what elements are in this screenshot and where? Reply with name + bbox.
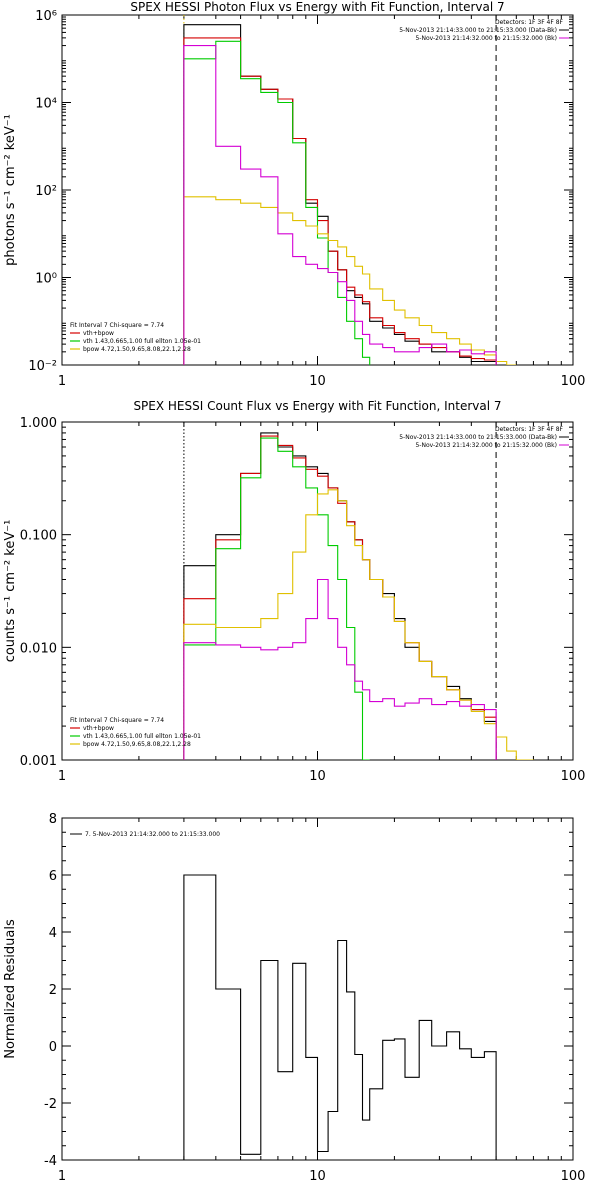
y-tick-label: -2 bbox=[44, 1097, 57, 1112]
legend-entry: bpow 4.72,1.50,9.65,8.08,22.1,2.28 bbox=[83, 346, 191, 353]
y-tick-label: 10² bbox=[35, 184, 57, 199]
residuals-legend: 7. 5-Nov-2013 21:14:32.000 to 21:15:33.0… bbox=[85, 831, 220, 838]
y-tick-label: 0.100 bbox=[20, 529, 57, 544]
series-line-0 bbox=[183, 432, 497, 760]
x-tick-label: 100 bbox=[561, 374, 586, 389]
series-group bbox=[183, 432, 549, 760]
series-line-3 bbox=[183, 489, 549, 760]
legend-entry: vth+bpow bbox=[83, 330, 114, 337]
series-line-1 bbox=[183, 435, 497, 760]
legend-interval-text: 5-Nov-2013 21:14:32.000 to 21:15:32.000 … bbox=[415, 442, 557, 449]
series-group bbox=[183, 874, 497, 1160]
series-line-2 bbox=[183, 40, 371, 365]
y-tick-label: 10⁻² bbox=[28, 359, 57, 374]
x-tick-label: 1 bbox=[58, 1169, 66, 1184]
chart-title: SPEX HESSI Count Flux vs Energy with Fit… bbox=[133, 399, 501, 413]
y-tick-label: 0.010 bbox=[20, 641, 57, 656]
y-tick-label: -4 bbox=[44, 1154, 57, 1169]
legend-interval-text: 5-Nov-2013 21:14:33.000 to 21:15:33.000 … bbox=[399, 434, 557, 441]
residuals-panel: 1 10 100 -4 -2 0 2 4 6 8 Normalized Residuals 7. 5-… bbox=[3, 812, 585, 1184]
fit-summary: Fit Interval 7 Chi-square = 7.74 bbox=[70, 717, 164, 724]
series-line-3 bbox=[183, 196, 517, 365]
series-line-0 bbox=[183, 24, 497, 365]
chart-title: SPEX HESSI Photon Flux vs Energy with Fi… bbox=[130, 0, 504, 14]
detectors-label: Detectors: 1F 3F 4F 8F bbox=[495, 426, 564, 433]
fit-summary: Fit Interval 7 Chi-square = 7.74 bbox=[70, 322, 164, 329]
photon-flux-panel: SPEX HESSI Photon Flux vs Energy with Fi… bbox=[3, 0, 585, 389]
series-line-1 bbox=[183, 37, 497, 365]
x-tick-label: 100 bbox=[561, 1169, 586, 1184]
count-flux-panel: SPEX HESSI Count Flux vs Energy with Fit… bbox=[3, 399, 585, 784]
y-tick-label: 4 bbox=[49, 926, 57, 941]
y-tick-label: 1.000 bbox=[20, 416, 57, 431]
y-tick-label: 8 bbox=[49, 812, 57, 827]
y-axis-label: photons s⁻¹ cm⁻² keV⁻¹ bbox=[3, 114, 18, 266]
legend-entry: vth+bpow bbox=[83, 725, 114, 732]
series-line-4 bbox=[183, 45, 497, 365]
y-tick-label: 10⁴ bbox=[35, 97, 57, 112]
detectors-label: Detectors: 1F 3F 4F 8F bbox=[495, 19, 564, 26]
legend-entry: vth 1.43,0.665,1.00 full ellton 1.05e-01 bbox=[83, 733, 201, 740]
x-tick-label: 10 bbox=[309, 769, 326, 784]
legend-interval-text: 5-Nov-2013 21:14:33.000 to 21:15:33.000 … bbox=[399, 27, 557, 34]
legend-entry: bpow 4.72,1.50,9.65,8.08,22.1,2.28 bbox=[83, 741, 191, 748]
series-line-2 bbox=[183, 437, 370, 760]
series-line-0 bbox=[183, 874, 497, 1160]
legend-entry: vth 1.43,0.665,1.00 full ellton 1.05e-01 bbox=[83, 338, 201, 345]
y-tick-label: 10⁰ bbox=[35, 272, 57, 287]
y-axis-label: counts s⁻¹ cm⁻² keV⁻¹ bbox=[3, 520, 18, 663]
y-tick-label: 2 bbox=[49, 983, 57, 998]
series-line-4 bbox=[183, 578, 497, 760]
x-tick-label: 10 bbox=[309, 374, 326, 389]
x-tick-label: 10 bbox=[309, 1169, 326, 1184]
y-tick-label: 0 bbox=[49, 1040, 57, 1055]
legend-interval-text: 5-Nov-2013 21:14:32.000 to 21:15:32.000 … bbox=[415, 35, 557, 42]
x-tick-label: 100 bbox=[561, 769, 586, 784]
x-tick-label: 1 bbox=[58, 374, 66, 389]
y-tick-label: 10⁶ bbox=[35, 9, 57, 24]
x-tick-label: 1 bbox=[58, 769, 66, 784]
y-tick-label: 0.001 bbox=[20, 754, 57, 769]
y-tick-label: 6 bbox=[49, 869, 57, 884]
y-axis-label: Normalized Residuals bbox=[3, 919, 18, 1059]
series-group bbox=[183, 24, 517, 365]
